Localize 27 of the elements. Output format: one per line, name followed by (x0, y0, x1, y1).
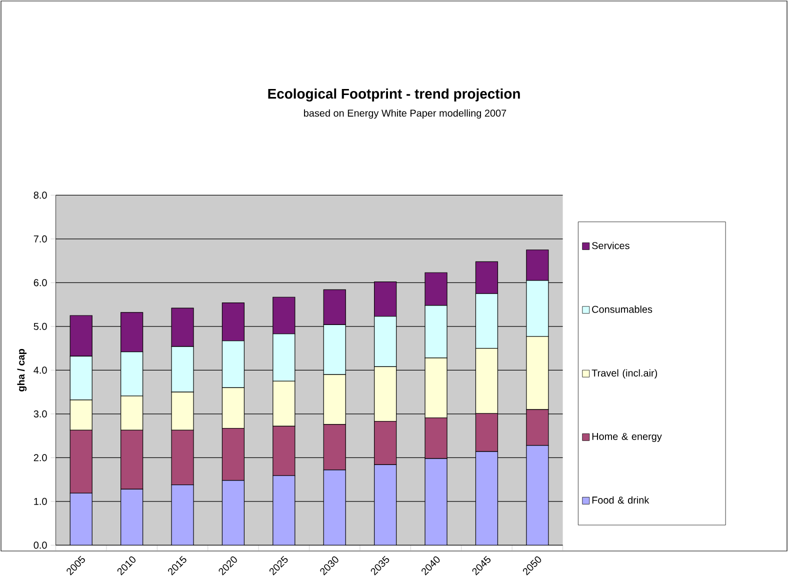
y-tick-label: 0.0 (34, 542, 47, 549)
chart-title: Ecological Footprint - trend projection (268, 88, 520, 102)
y-tick-label: 2.0 (34, 454, 47, 462)
y-tick-label: 8.0 (34, 192, 47, 199)
legend-label: Services (592, 242, 630, 250)
bar (424, 458, 448, 546)
y-tick-label: 1.0 (34, 498, 47, 506)
bar (222, 480, 245, 546)
y-axis-title: gha / cap (17, 349, 27, 392)
bar (70, 493, 92, 546)
bar (171, 484, 194, 546)
legend-label: Travel (incl.air) (592, 369, 658, 379)
y-tick-label: 6.0 (34, 279, 47, 286)
y-tick-label: 4.0 (34, 366, 47, 374)
bar (475, 451, 498, 546)
y-tick-label: 7.0 (34, 236, 47, 243)
bar (374, 464, 397, 546)
chart-subtitle: based on Energy White Paper modelling 2007 (304, 110, 506, 119)
bar (120, 489, 144, 546)
legend-label: Food & drink (592, 496, 650, 504)
bar (526, 445, 549, 546)
y-tick-label: 5.0 (34, 323, 47, 330)
bar (323, 470, 346, 546)
bar (272, 476, 296, 546)
y-tick-label: 3.0 (34, 410, 47, 418)
legend-label: Consumables (592, 306, 652, 314)
legend-label: Home & energy (592, 433, 662, 442)
